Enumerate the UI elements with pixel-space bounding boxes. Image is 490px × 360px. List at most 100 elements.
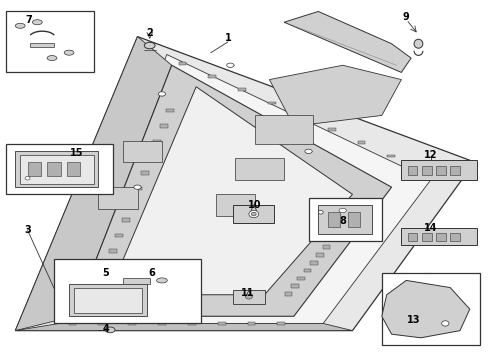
Bar — [166, 109, 174, 112]
Bar — [216, 194, 255, 216]
Bar — [422, 166, 432, 175]
Text: 9: 9 — [403, 12, 410, 22]
Bar — [354, 206, 362, 210]
Polygon shape — [108, 87, 352, 295]
Text: 7: 7 — [25, 15, 32, 26]
Bar — [109, 249, 117, 253]
Bar — [450, 166, 460, 175]
Ellipse shape — [414, 39, 423, 48]
Text: 14: 14 — [424, 224, 438, 233]
Bar — [233, 205, 274, 223]
Bar — [158, 322, 166, 325]
Bar — [310, 261, 318, 265]
Text: 12: 12 — [424, 150, 438, 160]
Bar — [298, 115, 306, 118]
Bar — [285, 292, 293, 296]
Bar — [178, 62, 186, 65]
Polygon shape — [382, 280, 470, 338]
Bar — [348, 214, 356, 217]
Bar — [436, 166, 446, 175]
Polygon shape — [15, 37, 475, 330]
Text: 13: 13 — [407, 315, 420, 325]
Text: 2: 2 — [147, 28, 153, 38]
Bar — [335, 230, 343, 233]
Bar — [322, 245, 330, 249]
Polygon shape — [15, 323, 352, 330]
Bar — [309, 198, 382, 241]
Bar — [342, 222, 349, 225]
Bar — [123, 140, 162, 162]
Bar — [128, 203, 136, 206]
Polygon shape — [15, 37, 171, 330]
Bar — [329, 238, 337, 241]
Bar — [233, 290, 265, 304]
Bar — [5, 144, 113, 194]
Bar — [188, 322, 196, 325]
Bar — [401, 160, 477, 180]
Bar — [316, 253, 324, 257]
Bar — [20, 155, 94, 184]
Ellipse shape — [47, 55, 57, 60]
Bar — [141, 171, 148, 175]
Bar — [382, 273, 480, 345]
Bar — [98, 322, 106, 325]
Polygon shape — [74, 65, 392, 316]
Bar — [328, 212, 340, 226]
Text: 3: 3 — [24, 225, 31, 235]
Ellipse shape — [339, 208, 346, 213]
Ellipse shape — [227, 63, 234, 67]
Bar — [235, 158, 284, 180]
Bar — [247, 322, 255, 325]
Bar — [318, 205, 372, 234]
Bar — [277, 322, 285, 325]
Bar — [69, 284, 147, 316]
Text: 6: 6 — [149, 268, 155, 278]
Polygon shape — [270, 65, 401, 126]
Bar — [54, 259, 201, 323]
Bar — [388, 155, 395, 157]
Bar — [218, 322, 225, 325]
Text: 11: 11 — [241, 288, 254, 298]
Ellipse shape — [251, 212, 256, 216]
Bar — [74, 288, 143, 313]
Ellipse shape — [318, 211, 323, 214]
Ellipse shape — [245, 295, 252, 299]
Ellipse shape — [249, 211, 259, 218]
Bar — [122, 218, 129, 222]
Bar — [128, 322, 136, 325]
Bar — [238, 88, 246, 91]
Ellipse shape — [64, 50, 74, 55]
Bar — [103, 265, 111, 269]
Bar — [422, 233, 432, 241]
Bar — [67, 162, 80, 176]
Bar — [358, 141, 366, 144]
Bar — [255, 116, 314, 144]
Text: 4: 4 — [102, 324, 109, 334]
Bar — [297, 276, 305, 280]
Bar — [408, 233, 417, 241]
Bar — [30, 43, 54, 47]
Ellipse shape — [15, 23, 25, 28]
Polygon shape — [59, 54, 431, 323]
Bar — [69, 322, 76, 325]
Ellipse shape — [134, 185, 141, 189]
Bar — [291, 284, 299, 288]
Bar — [123, 278, 150, 284]
Ellipse shape — [145, 42, 155, 49]
Text: 8: 8 — [339, 216, 346, 226]
Bar — [97, 281, 104, 284]
Bar — [160, 124, 168, 128]
Bar — [47, 162, 61, 176]
Text: 5: 5 — [102, 268, 109, 278]
Bar — [436, 233, 446, 241]
Polygon shape — [284, 12, 411, 72]
Text: 1: 1 — [224, 33, 231, 43]
Bar — [450, 233, 460, 241]
Bar — [347, 212, 360, 226]
Ellipse shape — [32, 20, 42, 25]
Bar — [268, 102, 276, 104]
Bar — [116, 234, 123, 237]
Bar — [408, 166, 417, 175]
Text: 15: 15 — [70, 148, 83, 158]
Bar — [328, 128, 336, 131]
